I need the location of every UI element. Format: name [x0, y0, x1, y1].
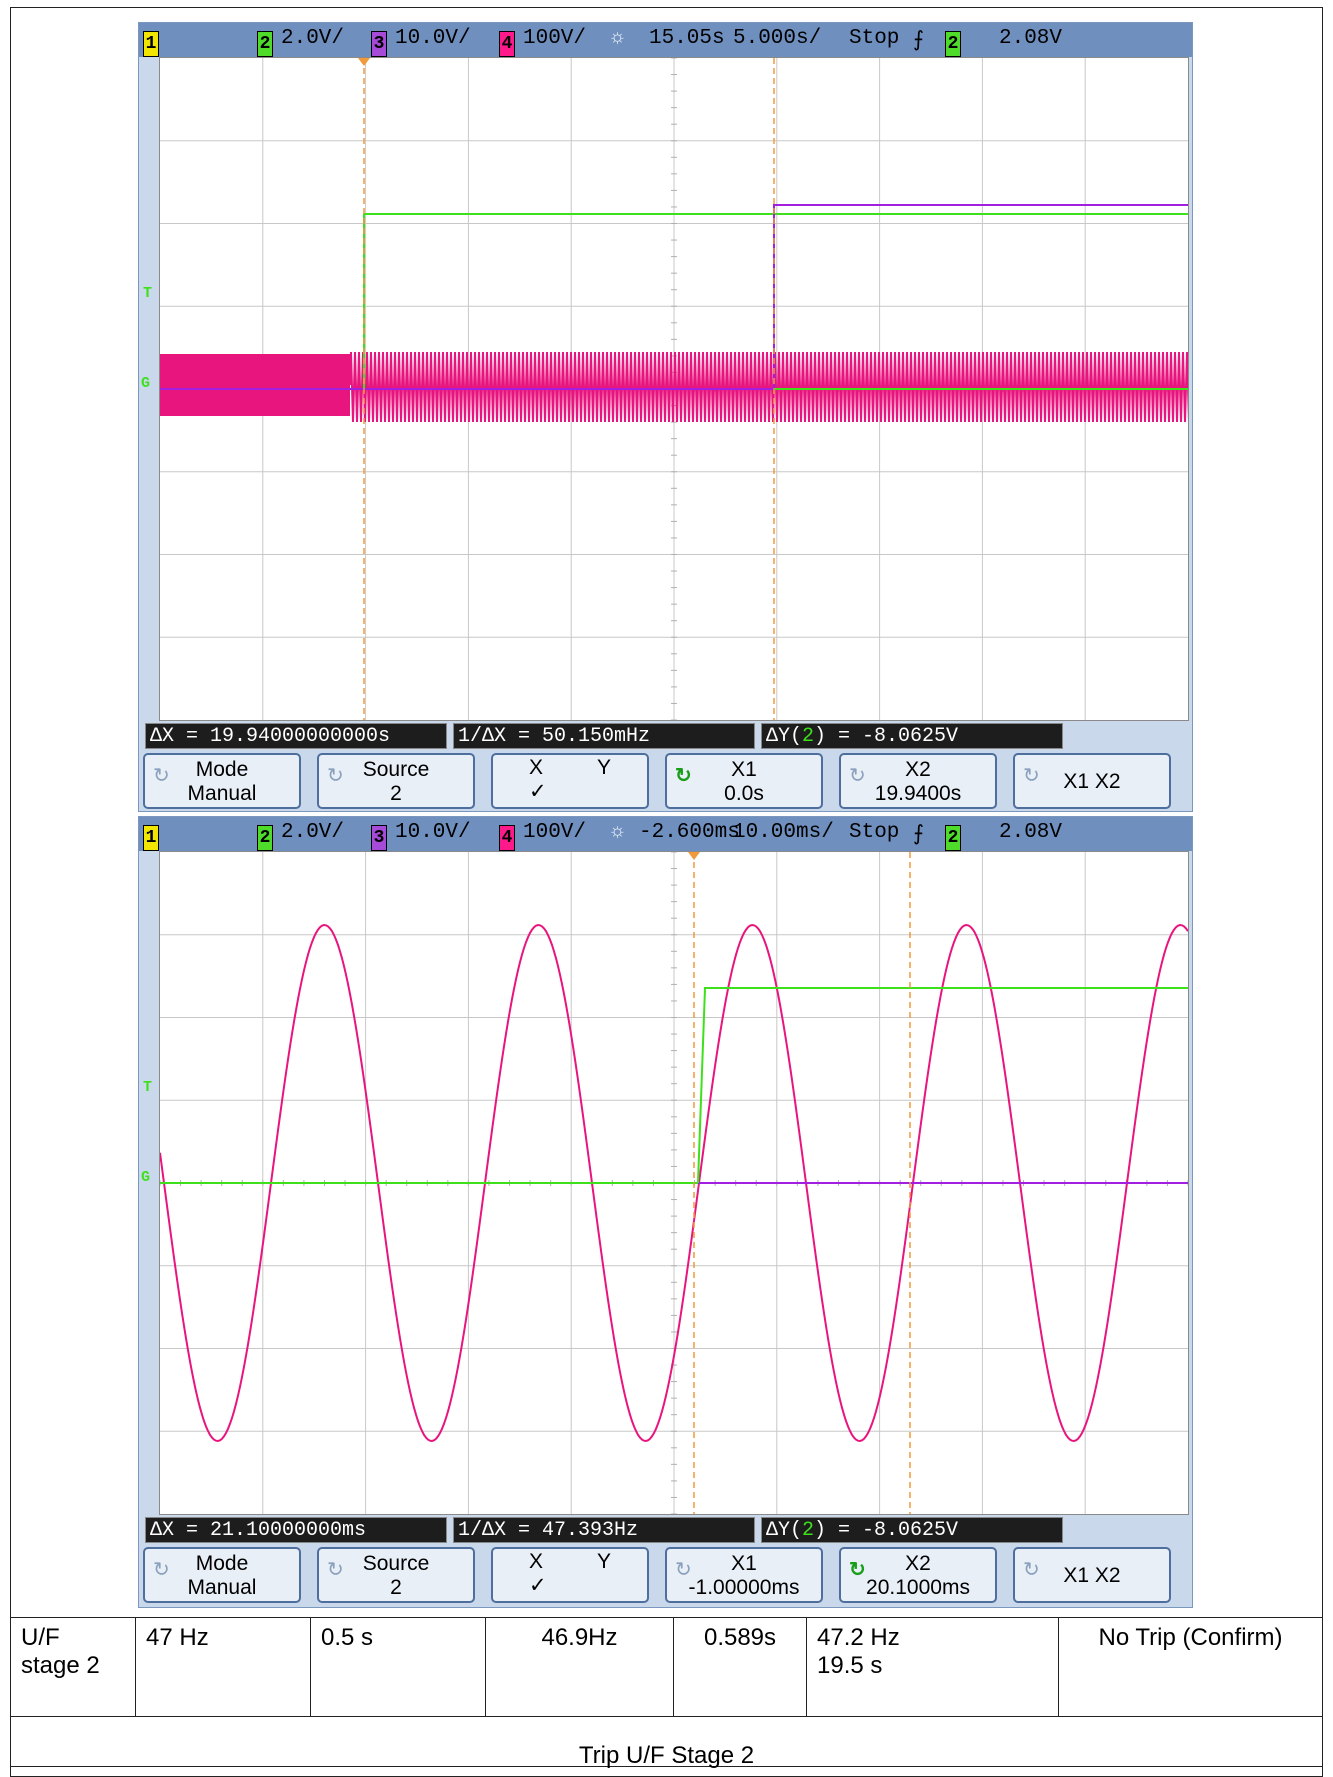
softkey-row: ↻ Mode Manual ↻ Source 2 X Y ✓ ↻ X1 0.0s ↻ X2…	[143, 753, 1189, 811]
time-reference: 15.05s	[649, 27, 725, 50]
inverse-delta-x-readout: 1/ΔX = 47.393Hz	[453, 1517, 755, 1543]
channel-2-scale: 2.0V/	[281, 27, 345, 50]
time-scale: 10.00ms/	[733, 821, 834, 844]
channel-2-scale: 2.0V/	[281, 821, 345, 844]
ch4-trace	[160, 923, 1188, 1443]
time-reference-icon: ☼	[611, 821, 624, 844]
scope-screenshot-2: 1 2 2.0V/ 3 10.0V/ 4 100V/ ☼ -2.600ms 10…	[138, 816, 1193, 1608]
trigger-position-marker	[688, 852, 700, 860]
x1-x2-softkey[interactable]: ↻ X1 X2	[1013, 1547, 1171, 1603]
scope-status-bar: 1 2 2.0V/ 3 10.0V/ 4 100V/ ☼ -2.600ms 10…	[139, 817, 1192, 851]
table-cell-trip-time: 0.589s	[673, 1617, 807, 1717]
table-row: Trip U/F Stage 2	[10, 1716, 1323, 1777]
channel-4-indicator[interactable]: 4	[499, 31, 515, 57]
channel-2-indicator[interactable]: 2	[257, 825, 273, 851]
channel-4-scale: 100V/	[523, 821, 587, 844]
waveform-display	[159, 57, 1189, 721]
run-state: Stop	[849, 821, 900, 844]
trigger-level-marker: T	[143, 285, 153, 302]
waveform-plot	[160, 852, 1188, 1514]
trigger-source-indicator: 2	[945, 31, 961, 57]
rotate-knob-icon: ↻	[675, 1559, 692, 1581]
trigger-position-marker	[358, 58, 370, 66]
delta-y-readout: ΔY(2) = -8.0625V	[761, 723, 1063, 749]
delta-y-readout: ΔY(2) = -8.0625V	[761, 1517, 1063, 1543]
channel-4-indicator[interactable]: 4	[499, 825, 515, 851]
trigger-slope-icon: ⨍	[913, 30, 924, 53]
scope-screenshot-1: 1 2 2.0V/ 3 10.0V/ 4 100V/ ☼ 15.05s 5.00…	[138, 22, 1193, 812]
ground-reference-marker: G	[141, 1169, 151, 1186]
x2-cursor-softkey[interactable]: ↻ X2 19.9400s	[839, 753, 997, 809]
table-caption: Trip U/F Stage 2	[10, 1716, 1323, 1777]
time-scale: 5.000s/	[733, 27, 822, 50]
inverse-delta-x-readout: 1/ΔX = 50.150mHz	[453, 723, 755, 749]
rotate-knob-icon: ↻	[153, 1559, 170, 1581]
rotate-knob-icon: ↻	[153, 765, 170, 787]
ch2-trace	[697, 987, 1188, 1184]
trigger-level: 2.08V	[999, 27, 1063, 50]
ch3-trace	[160, 204, 1188, 390]
x1-cursor-softkey[interactable]: ↻ X1 0.0s	[665, 753, 823, 809]
time-reference: -2.600ms	[639, 821, 740, 844]
channel-3-indicator[interactable]: 3	[371, 825, 387, 851]
cursor-readout-bar: ΔX = 19.94000000000s 1/ΔX = 50.150mHz ΔY…	[145, 723, 1185, 749]
check-icon: ✓	[529, 780, 547, 803]
trigger-slope-icon: ⨍	[913, 824, 924, 847]
table-cell-delay: 0.5 s	[310, 1617, 486, 1717]
channel-3-indicator[interactable]: 3	[371, 31, 387, 57]
source-softkey[interactable]: ↻ Source 2	[317, 753, 475, 809]
test-result-table: U/F stage 2 47 Hz 0.5 s 46.9Hz 0.589s 47…	[10, 1617, 1323, 1777]
rotate-knob-icon: ↻	[1023, 765, 1040, 787]
time-reference-icon: ☼	[611, 27, 624, 50]
trigger-source-indicator: 2	[945, 825, 961, 851]
table-cell-pickup: 46.9Hz	[485, 1617, 674, 1717]
scope-status-bar: 1 2 2.0V/ 3 10.0V/ 4 100V/ ☼ 15.05s 5.00…	[139, 23, 1192, 57]
channel-4-scale: 100V/	[523, 27, 587, 50]
cursor-readout-bar: ΔX = 21.10000000ms 1/ΔX = 47.393Hz ΔY(2)…	[145, 1517, 1185, 1543]
delta-x-readout: ΔX = 21.10000000ms	[145, 1517, 447, 1543]
waveform-plot	[160, 58, 1188, 720]
rotate-knob-icon: ↻	[327, 765, 344, 787]
trigger-level-marker: T	[143, 1079, 153, 1096]
mode-softkey[interactable]: ↻ Mode Manual	[143, 753, 301, 809]
x2-cursor-softkey[interactable]: ↻ X2 20.1000ms	[839, 1547, 997, 1603]
x1-cursor-softkey[interactable]: ↻ X1 -1.00000ms	[665, 1547, 823, 1603]
rotate-knob-active-icon: ↻	[849, 1559, 866, 1581]
source-softkey[interactable]: ↻ Source 2	[317, 1547, 475, 1603]
mode-softkey[interactable]: ↻ Mode Manual	[143, 1547, 301, 1603]
ground-reference-marker: G	[141, 375, 151, 392]
rotate-knob-active-icon: ↻	[675, 765, 692, 787]
ch4-trace	[349, 351, 1188, 423]
softkey-row: ↻ Mode Manual ↻ Source 2 X Y ✓ ↻ X1 -1.00000m…	[143, 1547, 1189, 1605]
table-cell-function: U/F stage 2	[10, 1617, 136, 1717]
table-row: U/F stage 2 47 Hz 0.5 s 46.9Hz 0.589s 47…	[10, 1617, 1323, 1717]
channel-1-indicator[interactable]: 1	[143, 31, 159, 57]
waveform-display	[159, 851, 1189, 1515]
ch4-dense-signal	[160, 354, 350, 416]
xy-mode-softkey[interactable]: X Y ✓	[491, 1547, 649, 1603]
table-cell-setting: 47 Hz	[135, 1617, 311, 1717]
delta-x-readout: ΔX = 19.94000000000s	[145, 723, 447, 749]
rotate-knob-icon: ↻	[849, 765, 866, 787]
xy-mode-softkey[interactable]: X Y ✓	[491, 753, 649, 809]
trigger-level: 2.08V	[999, 821, 1063, 844]
channel-1-indicator[interactable]: 1	[143, 825, 159, 851]
table-cell-result: No Trip (Confirm)	[1058, 1617, 1323, 1717]
check-icon: ✓	[529, 1574, 547, 1597]
rotate-knob-icon: ↻	[327, 1559, 344, 1581]
x1-x2-softkey[interactable]: ↻ X1 X2	[1013, 753, 1171, 809]
run-state: Stop	[849, 27, 900, 50]
table-cell-test-point: 47.2 Hz 19.5 s	[806, 1617, 1059, 1717]
rotate-knob-icon: ↻	[1023, 1559, 1040, 1581]
channel-2-indicator[interactable]: 2	[257, 31, 273, 57]
channel-3-scale: 10.0V/	[395, 821, 471, 844]
channel-3-scale: 10.0V/	[395, 27, 471, 50]
